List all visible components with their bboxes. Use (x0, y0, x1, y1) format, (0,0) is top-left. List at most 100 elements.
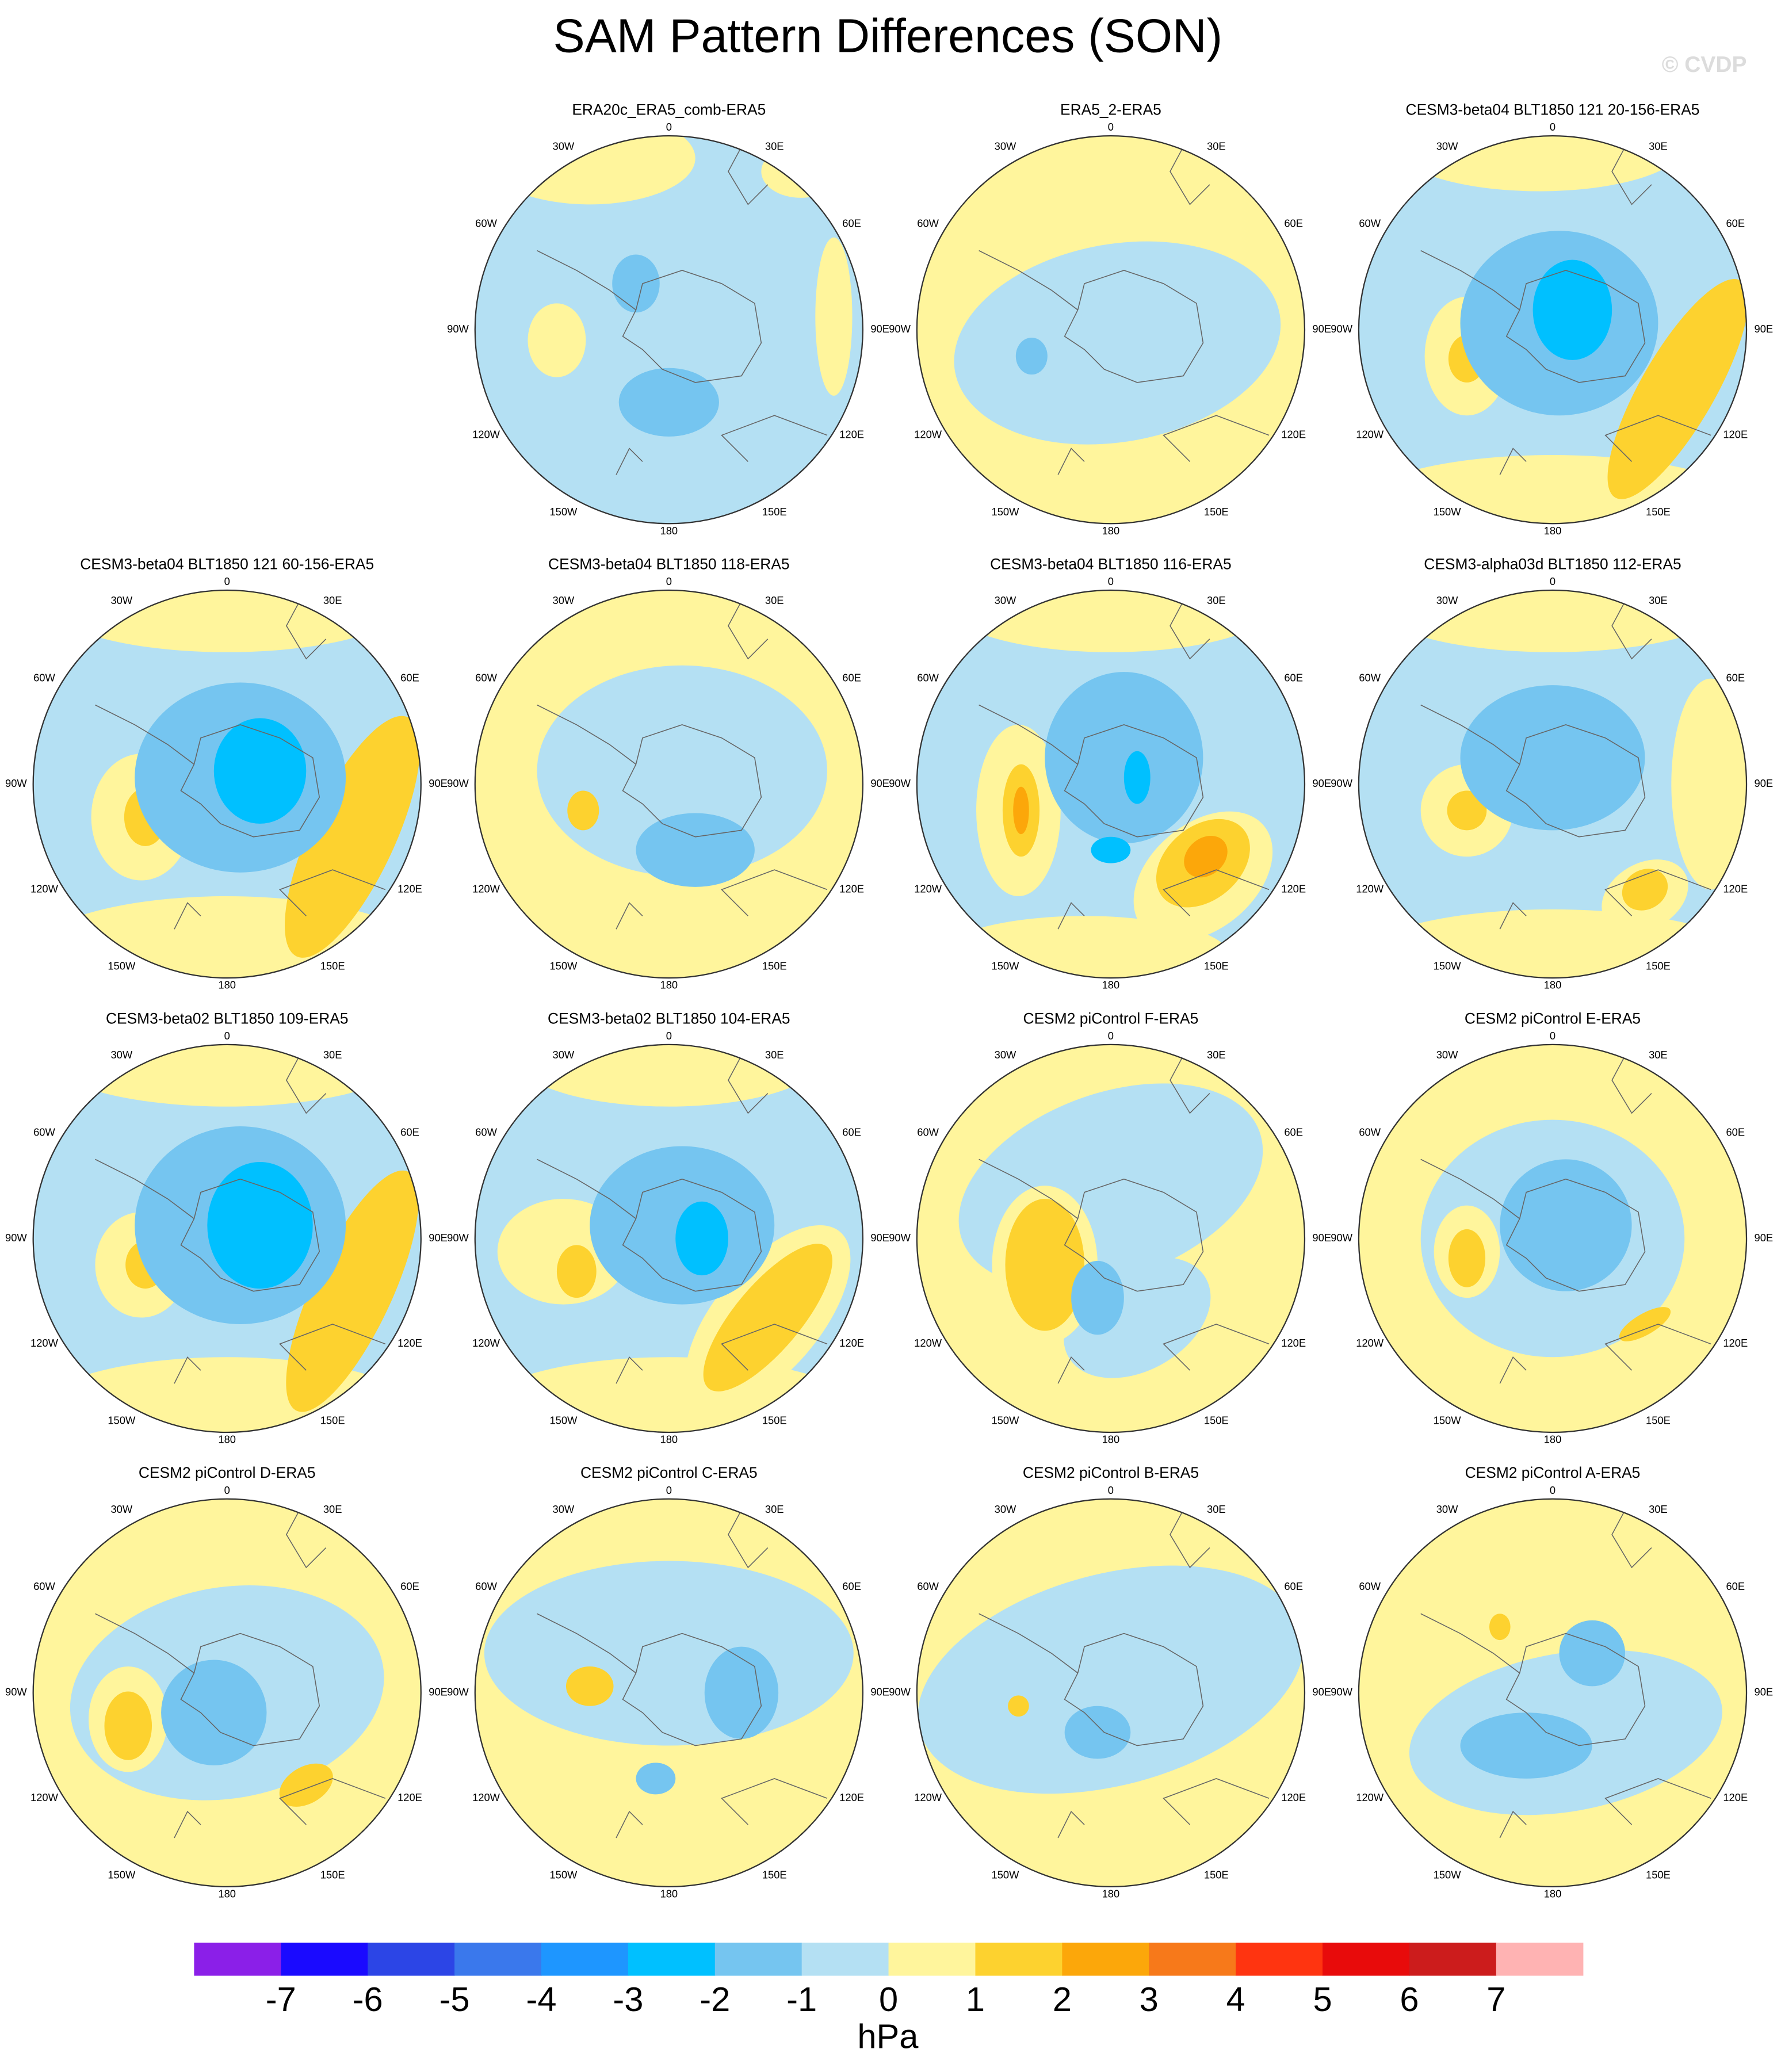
longitude-label: 150E (1646, 1868, 1671, 1880)
longitude-label: 90W (889, 1686, 911, 1698)
longitude-label: 90W (1331, 1686, 1352, 1698)
colorbar-tick-label: 4 (1226, 1980, 1245, 2019)
longitude-label: 0 (1108, 1484, 1114, 1496)
colorbar-tick-label: 0 (879, 1980, 898, 2019)
longitude-label: 60E (842, 217, 861, 230)
longitude-label: 120W (30, 1337, 59, 1349)
coastline (1420, 1044, 1711, 1384)
contour-fill (42, 1044, 412, 1107)
longitude-label: 60W (917, 217, 939, 230)
longitude-label: 180 (1102, 1887, 1120, 1899)
contour-fill (528, 303, 586, 377)
map-field (1358, 1498, 1747, 1887)
colorbar-tick-label: -5 (439, 1980, 470, 2019)
longitude-label: 120E (398, 882, 422, 894)
colorbar-box (1323, 1943, 1410, 1976)
coastline (979, 1498, 1270, 1838)
coastline (95, 1498, 386, 1838)
coastline (95, 590, 386, 930)
contour-fill (1064, 1706, 1131, 1759)
panel-title: CESM3-alpha03d BLT1850 112-ERA5 (1424, 555, 1681, 572)
longitude-label: 60E (842, 1580, 861, 1592)
longitude-label: 90W (447, 1686, 469, 1698)
colorbar-box (281, 1943, 368, 1976)
longitude-label: 60E (1726, 671, 1745, 683)
colorbar-box (1062, 1943, 1149, 1976)
longitude-label: 150E (320, 960, 345, 972)
contour-fill (1619, 1307, 1671, 1341)
colorbar-box (1409, 1943, 1497, 1976)
longitude-label: 150E (1646, 1415, 1671, 1427)
longitude-label: 150E (320, 1415, 345, 1427)
longitude-label: 150W (992, 1868, 1020, 1880)
colorbar-tick-label: -1 (786, 1980, 817, 2019)
longitude-label: 30E (765, 594, 784, 606)
map-panel: CESM2 piControl F-ERA5 0 30E 60E 90E 120E 150E… (889, 1010, 1331, 1445)
longitude-label: 150W (1434, 1868, 1462, 1880)
colorbar-tick-label: -2 (700, 1980, 730, 2019)
longitude-label: 90E (1755, 323, 1774, 335)
longitude-label: 120E (1281, 1791, 1306, 1803)
longitude-label: 90E (1755, 777, 1774, 789)
longitude-label: 30W (553, 594, 575, 606)
longitude-label: 180 (218, 1887, 236, 1899)
longitude-label: 90W (447, 777, 469, 789)
contour-fill (1008, 1695, 1029, 1717)
longitude-label: 90E (429, 1686, 448, 1698)
longitude-label: 180 (1102, 1433, 1120, 1446)
longitude-label: 90E (1312, 1232, 1331, 1244)
longitude-label: 30E (765, 1503, 784, 1515)
longitude-label: 60E (842, 1126, 861, 1138)
longitude-label: 60W (917, 671, 939, 683)
contour-fill (1071, 1260, 1124, 1335)
map-panel: CESM3-beta04 BLT1850 121 60-156-ERA5 0 30E… (5, 555, 448, 991)
panel-title: CESM3-beta04 BLT1850 118-ERA5 (548, 555, 790, 572)
panel-title: CESM2 piControl B-ERA5 (1023, 1464, 1199, 1481)
longitude-label: 60E (1726, 1126, 1745, 1138)
panel-title: CESM3-beta04 BLT1850 121 20-156-ERA5 (1406, 101, 1700, 118)
coastline (1420, 136, 1711, 475)
longitude-label: 30W (110, 594, 132, 606)
longitude-label: 90W (1331, 777, 1352, 789)
longitude-label: 150E (1646, 960, 1671, 972)
longitude-label: 120E (1281, 882, 1306, 894)
contour-fill (207, 1161, 313, 1289)
longitude-label: 60W (33, 1580, 55, 1592)
longitude-label: 60W (1359, 1580, 1381, 1592)
colorbar-box (194, 1943, 281, 1976)
panel-title: CESM3-beta02 BLT1850 109-ERA5 (106, 1010, 349, 1027)
longitude-label: 60W (1359, 1126, 1381, 1138)
longitude-label: 180 (218, 979, 236, 991)
longitude-label: 120W (472, 428, 500, 440)
panel-title: ERA20c_ERA5_comb-ERA5 (572, 101, 766, 118)
longitude-label: 30E (1207, 1049, 1226, 1061)
longitude-label: 120W (472, 1791, 500, 1803)
map-field (475, 1044, 863, 1432)
longitude-label: 150W (108, 1415, 136, 1427)
longitude-label: 60E (1726, 217, 1745, 230)
longitude-label: 0 (1550, 575, 1555, 587)
contour-fill (636, 1763, 676, 1795)
contour-fill (1489, 1614, 1511, 1641)
panel-title: CESM2 piControl D-ERA5 (139, 1464, 316, 1481)
map-field (916, 590, 1305, 978)
map-field (916, 1044, 1305, 1432)
longitude-label: 60E (1726, 1580, 1745, 1592)
longitude-label: 90W (1331, 1232, 1352, 1244)
longitude-label: 120W (914, 1337, 942, 1349)
longitude-label: 180 (660, 525, 678, 537)
map-panel: CESM3-beta02 BLT1850 104-ERA5 0 30E 60E 90E 1… (447, 1010, 889, 1445)
coastline (1420, 590, 1711, 930)
longitude-label: 0 (1550, 1030, 1555, 1042)
contour-fill (1367, 590, 1737, 652)
longitude-label: 60E (1284, 1126, 1303, 1138)
contour-fill (510, 1044, 827, 1107)
contour-fill (537, 665, 827, 877)
panel-title: CESM3-beta04 BLT1850 121 60-156-ERA5 (80, 555, 374, 572)
longitude-label: 0 (666, 1484, 672, 1496)
contour-fill (484, 136, 695, 205)
panel-title: CESM2 piControl F-ERA5 (1023, 1010, 1199, 1027)
longitude-label: 120E (398, 1791, 422, 1803)
